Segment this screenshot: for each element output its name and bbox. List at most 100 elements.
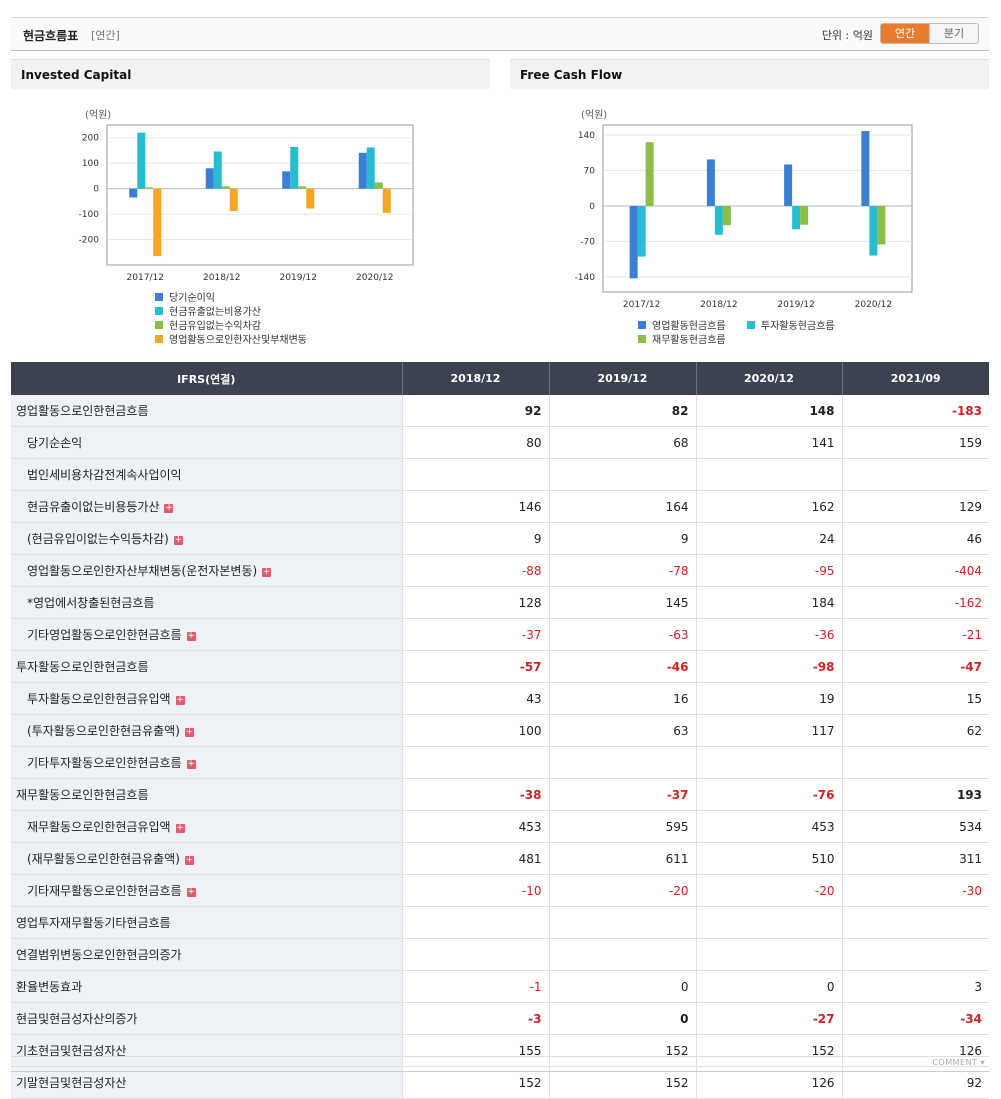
row-label-text: 현금유출이없는비용등가산: [27, 500, 160, 514]
period-label: [연간]: [91, 29, 120, 42]
table-row: (재무활동으로인한현금유출액) +481 611 510 311: [11, 842, 989, 875]
expand-icon[interactable]: +: [175, 695, 185, 705]
y-tick-label: 140: [578, 131, 595, 141]
row-label: 기타재무활동으로인한현금흐름 +: [11, 874, 402, 907]
y-unit-label: (억원): [581, 109, 607, 121]
legend-label: 현금유출없는비용가산: [169, 305, 261, 318]
row-label-text: 기타재무활동으로인한현금흐름: [27, 884, 182, 898]
expand-icon[interactable]: +: [184, 855, 194, 865]
table-cell: -76: [695, 778, 842, 811]
row-label-text: 투자활동으로인한현금유입액: [27, 692, 171, 706]
table-cell: [841, 906, 989, 939]
row-label-text: (현금유입이없는수익등차감): [27, 532, 169, 546]
row-label-text: 환율변동효과: [16, 980, 83, 994]
table-cell: 82: [548, 395, 696, 427]
comment-toggle[interactable]: COMMENT ▾: [932, 1058, 985, 1067]
expand-icon[interactable]: +: [186, 759, 196, 769]
row-label: 재무활동으로인한현금흐름: [11, 778, 402, 811]
row-label: 영업투자재무활동기타현금흐름: [11, 906, 402, 939]
bar: [145, 187, 154, 189]
table-cell: [695, 458, 842, 491]
expand-icon[interactable]: +: [184, 727, 194, 737]
expand-icon[interactable]: +: [186, 887, 196, 897]
table-row: 투자활동으로인한현금흐름 -57 -46 -98 -47: [11, 650, 989, 683]
bar: [129, 188, 138, 198]
legend-label: 당기순이익: [169, 292, 215, 304]
bar: [221, 186, 230, 189]
table-cell: 128: [401, 586, 549, 619]
legend-swatch: [155, 321, 163, 329]
unit-label: 단위 : 억원: [821, 29, 873, 42]
table-cell: [841, 458, 989, 491]
table-row: 연결범위변동으로인한현금의증가: [11, 938, 989, 971]
bar: [784, 164, 793, 206]
bar: [358, 152, 367, 189]
footer-divider: [11, 1071, 989, 1072]
row-label-text: 기타영업활동으로인한현금흐름: [27, 628, 182, 642]
table-cell: 24: [695, 522, 842, 555]
bar: [306, 188, 315, 209]
bar: [137, 132, 146, 189]
table-cell: [401, 746, 549, 779]
table-cell: -46: [548, 650, 696, 683]
table-row: 기타재무활동으로인한현금흐름 + -10 -20 -20 -30: [11, 874, 989, 907]
table-cell: 184: [695, 586, 842, 619]
bar: [290, 146, 299, 189]
y-tick-label: -70: [580, 237, 595, 247]
comment-label: COMMENT: [932, 1058, 978, 1067]
table-row: 영업활동으로인한현금흐름 92 82 148 -183: [11, 395, 989, 427]
table-cell: 481: [401, 842, 549, 875]
toggle-quarter-button[interactable]: 분기: [929, 24, 978, 43]
bar: [706, 159, 715, 206]
table-cell: 145: [548, 586, 696, 619]
table-cell: [401, 458, 549, 491]
table-cell: [695, 906, 842, 939]
table-cell: -30: [841, 874, 989, 907]
expand-icon[interactable]: +: [262, 567, 272, 577]
table-cell: 155: [401, 1034, 549, 1067]
table-row: (현금유입이없는수익등차감) +9 9 24 46: [11, 522, 989, 555]
row-label-text: 현금및현금성자산의증가: [16, 1012, 138, 1026]
y-tick-label: 200: [82, 134, 99, 144]
bar: [714, 205, 723, 235]
expand-icon[interactable]: +: [186, 631, 196, 641]
invested-capital-title: Invested Capital: [21, 68, 132, 82]
table-bottom-divider: [11, 1056, 989, 1057]
y-tick-label: 100: [82, 159, 99, 169]
table-cell: 152: [548, 1034, 696, 1067]
bar: [153, 188, 162, 257]
table-cell: 68: [548, 426, 696, 459]
table-cell: -63: [548, 618, 696, 651]
table-cell: 453: [695, 810, 842, 843]
legend-swatch: [638, 335, 646, 343]
bar: [792, 205, 801, 230]
table-cell: -183: [841, 395, 989, 427]
expand-icon[interactable]: +: [175, 823, 185, 833]
table-row: 재무활동으로인한현금흐름 -38 -37 -76 193: [11, 778, 989, 811]
table-cell: 46: [841, 522, 989, 555]
x-tick-label: 2018/12: [203, 273, 240, 283]
table-row: 영업활동으로인한자산부채변동(운전자본변동) + -88 -78 -95 -404: [11, 554, 989, 587]
row-label-text: 영업활동으로인한자산부채변동(운전자본변동): [27, 564, 258, 578]
y-tick-label: -140: [575, 273, 596, 283]
y-tick-label: 70: [584, 167, 596, 177]
expand-icon[interactable]: +: [164, 503, 174, 513]
table-cell: [841, 938, 989, 971]
table-cell: 0: [695, 970, 842, 1003]
bar: [637, 205, 646, 257]
table-cell: -34: [841, 1002, 989, 1035]
row-label-text: 연결범위변동으로인한현금의증가: [16, 948, 182, 962]
row-label-text: 재무활동으로인한현금유입액: [27, 820, 171, 834]
row-label: 영업활동으로인한자산부채변동(운전자본변동) +: [11, 554, 402, 587]
row-label-text: 기타투자활동으로인한현금흐름: [27, 756, 182, 770]
table-cell: 117: [695, 714, 842, 747]
bar: [800, 205, 809, 225]
toggle-annual-button[interactable]: 연간: [881, 24, 929, 43]
legend-label: 현금유입없는수익차감: [169, 319, 261, 332]
table-cell: 193: [841, 778, 989, 811]
row-label: (재무활동으로인한현금유출액) +: [11, 842, 402, 875]
bar: [205, 168, 214, 189]
table-cell: 129: [841, 490, 989, 523]
table-cell: -36: [695, 618, 842, 651]
expand-icon[interactable]: +: [173, 535, 183, 545]
